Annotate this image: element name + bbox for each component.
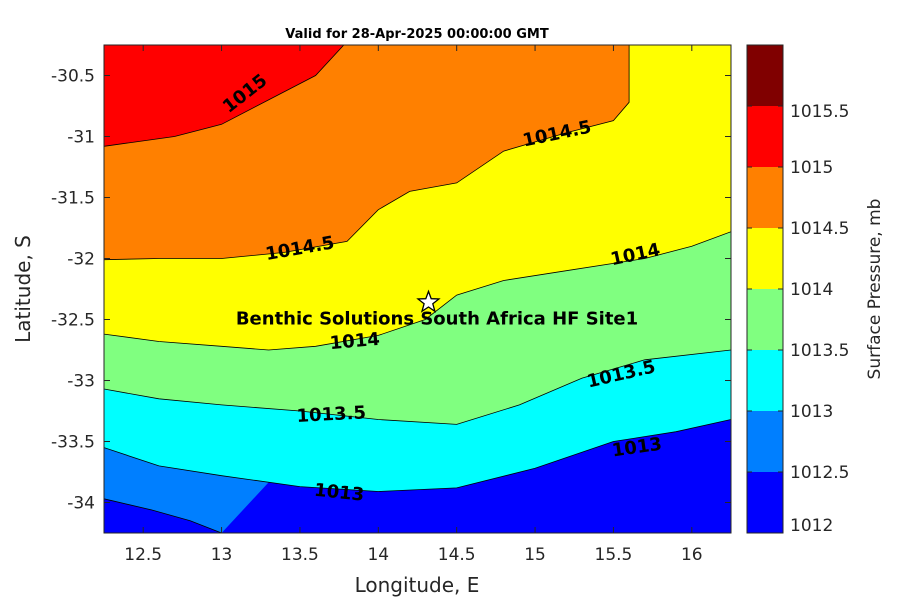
x-tick-label: 14.5 bbox=[438, 545, 476, 565]
site-label: Benthic Solutions South Africa HF Site1 bbox=[236, 308, 638, 329]
y-tick-label: -31.5 bbox=[51, 189, 95, 209]
y-tick-label: -33 bbox=[67, 372, 95, 392]
x-tick-label: 14 bbox=[367, 545, 389, 565]
colorbar-band bbox=[747, 411, 783, 472]
colorbar-tick-label: 1015.5 bbox=[790, 102, 849, 122]
plot-area bbox=[104, 45, 731, 533]
colorbar: 1012 1012.5 1013 1013.5 1014 1014.5 1015 1015.5 bbox=[746, 44, 849, 536]
colorbar-label: Surface Pressure, mb bbox=[865, 199, 885, 380]
colorbar-band bbox=[747, 228, 783, 289]
colorbar-tick-label: 1014.5 bbox=[790, 219, 849, 239]
colorbar-band bbox=[747, 167, 783, 228]
y-tick-label: -30.5 bbox=[51, 67, 95, 87]
colorbar-tick-label: 1013 bbox=[790, 402, 833, 422]
x-tick-label: 15 bbox=[524, 545, 546, 565]
x-tick-label: 13.5 bbox=[281, 545, 319, 565]
y-axis: -30.5 -31 -31.5 -32 -32.5 -33 -33.5 -34 bbox=[51, 67, 731, 514]
star-icon bbox=[416, 289, 441, 313]
colorbar-band bbox=[747, 45, 783, 106]
colorbar-tick-label: 1014 bbox=[790, 280, 833, 300]
contour-label: 1014 bbox=[329, 329, 381, 354]
plot-frame bbox=[103, 44, 732, 534]
contour-line-1015 bbox=[104, 45, 345, 147]
x-tick-label: 16 bbox=[681, 545, 703, 565]
colorbar-band bbox=[747, 106, 783, 167]
y-tick-label: -31 bbox=[67, 128, 95, 148]
x-tick-label: 12.5 bbox=[124, 545, 162, 565]
y-tick-label: -33.5 bbox=[51, 433, 95, 453]
contour-line-1013.5 bbox=[104, 349, 731, 425]
contour-label: 1013.5 bbox=[296, 402, 366, 427]
y-tick-label: -34 bbox=[67, 494, 95, 514]
contour-line-1014.5 bbox=[104, 45, 630, 261]
site-marker: Benthic Solutions South Africa HF Site1 bbox=[236, 289, 638, 329]
y-tick-label: -32.5 bbox=[51, 311, 95, 331]
colorbar-band bbox=[747, 289, 783, 350]
contour-label: 1013 bbox=[313, 480, 365, 506]
x-axis-label: Longitude, E bbox=[355, 573, 480, 597]
colorbar-tick-label: 1012.5 bbox=[790, 463, 849, 483]
x-tick-label: 15.5 bbox=[595, 545, 633, 565]
colorbar-band bbox=[747, 350, 783, 411]
band-1015 bbox=[104, 45, 344, 147]
contour-line-1013 bbox=[104, 419, 731, 492]
contour-fills bbox=[104, 45, 731, 533]
contour-line-1014 bbox=[104, 231, 731, 351]
y-axis-label: Latitude, S bbox=[11, 235, 35, 343]
x-axis: 12.5 13 13.5 14 14.5 15 15.5 16 bbox=[124, 45, 703, 565]
contour-line-1012.5 bbox=[104, 498, 222, 533]
colorbar-tick-label: 1013.5 bbox=[790, 341, 849, 361]
colorbar-tick-label: 1012 bbox=[790, 516, 833, 536]
colorbar-band bbox=[747, 472, 783, 533]
x-tick-label: 13 bbox=[211, 545, 233, 565]
contour-lines bbox=[104, 45, 731, 533]
chart-title: Valid for 28-Apr-2025 00:00:00 GMT bbox=[285, 27, 549, 42]
colorbar-tick-label: 1015 bbox=[790, 158, 833, 178]
y-tick-label: -32 bbox=[67, 250, 95, 270]
